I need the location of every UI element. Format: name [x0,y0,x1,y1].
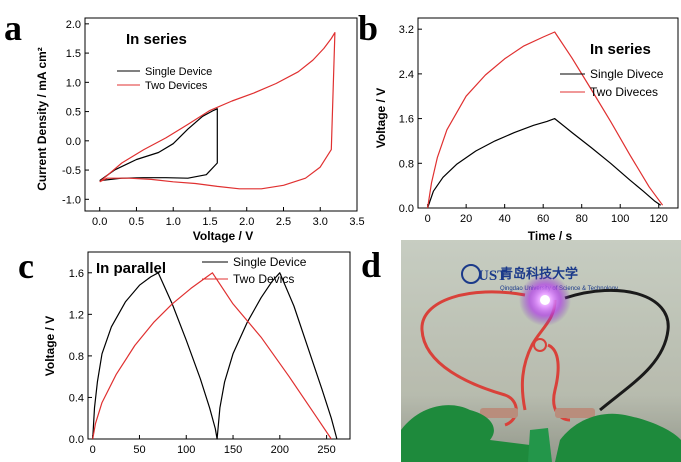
x-tick-label: 0.0 [92,216,107,228]
legend-two-devices-label: Two Devices [145,80,208,92]
x-tick-label: 50 [133,444,145,456]
y-tick-label: -0.5 [62,165,81,177]
x-tick-label: 3.0 [313,216,328,228]
y-tick-label: 1.2 [69,309,84,321]
y-tick-label: 0.0 [399,203,414,215]
svg-text:UST: UST [478,268,507,284]
black-wire [564,288,670,412]
x-tick-label: 2.0 [239,216,254,228]
panel-c-legend: Single Device Two Devics [202,255,307,286]
panel-c-title: In parallel [96,260,166,277]
panel-c-frame [87,251,351,440]
panel-d-letter: d [361,245,381,285]
y-tick-label: -1.0 [62,194,81,206]
panel-c-ticks: 0 50 100 150 200 250 0.0 0.4 0.8 1.2 1.6 [69,268,336,456]
x-tick-label: 1.0 [166,216,181,228]
y-tick-label: 0.5 [66,107,81,119]
x-tick-label: 80 [576,213,588,225]
legend-single-device-c-label: Single Device [233,255,307,269]
x-tick-label: 100 [611,213,629,225]
y-tick-label: 1.6 [399,114,414,126]
panel-a-xlabel: Voltage / V [193,229,253,243]
panel-c-series [92,272,338,440]
legend-single-device-label: Single Device [145,66,212,78]
x-tick-label: 0.5 [129,216,144,228]
wire-loop [533,338,547,352]
series-line-two-devices [99,31,336,190]
panel-b-xlabel: Time / s [528,229,573,243]
panel-b-ticks: 0 20 40 60 80 100 120 0.0 0.8 1.6 2.4 3.2 [399,24,668,225]
legend-two-devics-label: Two Devics [233,272,294,286]
alligator-clip-right [555,408,595,418]
y-tick-label: 0.8 [69,351,84,363]
legend-two-diveces-label: Two Diveces [590,85,658,99]
panel-b-letter: b [358,8,378,48]
panel-b-legend: Single Divece Two Diveces [560,67,664,99]
panel-a-legend: Single Device Two Devices [117,66,212,92]
y-tick-label: 2.4 [399,69,414,81]
y-tick-label: 0.0 [66,136,81,148]
panel-a-title: In series [126,31,187,48]
x-tick-label: 200 [271,444,289,456]
x-tick-label: 3.5 [349,216,364,228]
panel-a-ylabel: Current Density / mA cm² [35,47,49,191]
glove-right [555,413,681,462]
series-line-single-divece [427,117,662,209]
panel-a: a 0.0 0.5 1.0 1.5 2.0 2.5 3.0 3.5 -1.0 -0.5 0.0 0.5… [4,8,365,243]
x-tick-label: 40 [499,213,511,225]
panel-a-letter: a [4,8,22,48]
legend-single-divece-label: Single Divece [590,67,664,81]
panel-a-frame [84,17,358,212]
x-tick-label: 150 [224,444,242,456]
x-tick-label: 100 [177,444,195,456]
led-bulb [540,295,550,305]
alligator-clip-left [480,408,518,418]
x-tick-label: 120 [650,213,668,225]
panel-b: b 0 20 40 60 80 100 120 0.0 0.8 1.6 2.4 3.2 In seri… [358,8,679,243]
series-line-single-device [92,272,338,440]
panel-a-series [99,31,336,190]
panel-b-title: In series [590,41,651,58]
panel-b-ylabel: Voltage / V [374,88,388,148]
y-tick-label: 2.0 [66,19,81,31]
y-tick-label: 1.0 [66,77,81,89]
y-tick-label: 3.2 [399,24,414,36]
panel-b-series [427,31,664,209]
series-line-two-diveces [427,31,664,209]
panel-b-frame [417,17,679,209]
y-tick-label: 1.5 [66,48,81,60]
panel-c-ylabel: Voltage / V [43,316,57,376]
y-tick-label: 1.6 [69,268,84,280]
series-line-two-devics [92,272,332,440]
y-tick-label: 0.8 [399,158,414,170]
series-line-single-device [99,108,218,182]
x-tick-label: 250 [317,444,335,456]
x-tick-label: 20 [460,213,472,225]
glove-left [401,405,535,462]
panel-c: c 0 50 100 150 200 250 0.0 0.4 0.8 1.2 1.6 In para… [18,246,351,456]
x-tick-label: 0 [90,444,96,456]
panel-d-photo: UST 青岛科技大学 Qingdao University of Science… [361,240,681,462]
glove-finger [528,428,552,462]
red-wire-left [420,290,526,427]
x-tick-label: 0 [425,213,431,225]
y-tick-label: 0.0 [69,434,84,446]
panel-a-ticks: 0.0 0.5 1.0 1.5 2.0 2.5 3.0 3.5 -1.0 -0.5 0.0 0.5 1.… [62,19,365,228]
y-tick-label: 0.4 [69,392,84,404]
x-tick-label: 1.5 [202,216,217,228]
x-tick-label: 2.5 [276,216,291,228]
panel-c-letter: c [18,246,34,286]
x-tick-label: 60 [537,213,549,225]
